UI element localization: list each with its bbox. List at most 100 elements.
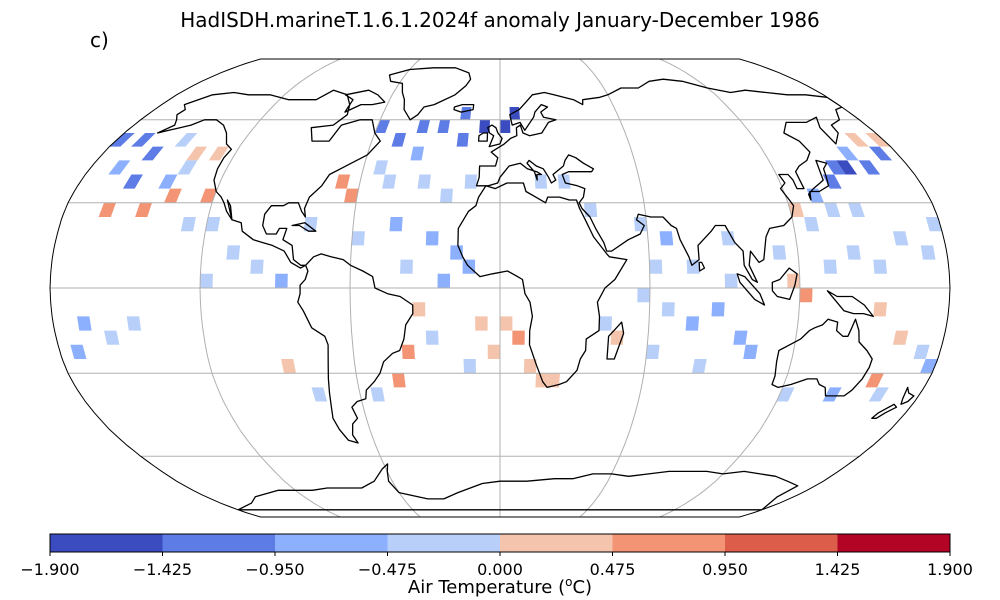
- map-title: HadISDH.marineT.1.6.1.2024f anomaly Janu…: [180, 8, 820, 32]
- anomaly-cell: [892, 330, 909, 345]
- anomaly-cell: [733, 330, 748, 345]
- map-outline: [49, 58, 951, 518]
- anomaly-cell: [873, 302, 887, 317]
- colorbar-tick-label: 0.000: [477, 560, 523, 579]
- coastline-uk: [487, 124, 503, 148]
- anomaly-cell: [637, 288, 650, 303]
- colorbar-segment: [500, 534, 613, 552]
- colorbar-tick-label: −0.950: [245, 560, 305, 579]
- anomaly-cell: [557, 174, 571, 189]
- anomaly-cell: [799, 288, 813, 303]
- anomaly-cell: [547, 373, 560, 388]
- anomaly-cell: [858, 160, 881, 175]
- anomaly-grid-cells: [70, 107, 942, 402]
- anomaly-cell: [374, 119, 391, 133]
- panel-label: c): [90, 28, 109, 52]
- anomaly-cell: [646, 344, 660, 359]
- anomaly-cell: [389, 217, 403, 232]
- anomaly-cell: [109, 133, 135, 147]
- anomaly-cell: [416, 119, 431, 133]
- anomaly-cell: [158, 174, 178, 189]
- anomaly-cell: [460, 107, 472, 120]
- coastline-greenland: [388, 67, 472, 121]
- anomaly-cell: [836, 146, 859, 161]
- anomaly-cell: [848, 202, 865, 217]
- coastline-madagascar: [606, 321, 625, 360]
- anomaly-cell: [685, 316, 700, 331]
- anomaly-cell: [70, 344, 87, 359]
- colorbar-label: Air Temperature (oC): [407, 575, 593, 598]
- coastline-sri-lanka: [698, 261, 706, 272]
- coastline-south-america: [297, 253, 414, 444]
- colorbar-segment: [387, 534, 501, 552]
- anomaly-cell: [846, 245, 861, 260]
- anomaly-cell: [456, 133, 469, 147]
- anomaly-cell: [425, 330, 439, 345]
- anomaly-cell: [370, 387, 385, 402]
- anomaly-cell: [392, 373, 406, 388]
- anomaly-cell: [400, 259, 413, 274]
- anomaly-cell: [98, 202, 116, 217]
- anomaly-cell: [512, 330, 525, 345]
- anomaly-cell: [873, 259, 887, 274]
- anomaly-cell: [659, 231, 674, 246]
- coastline-ireland: [477, 132, 489, 142]
- anomaly-cell: [822, 387, 842, 402]
- anomaly-cell: [186, 146, 208, 161]
- anomaly-cell: [382, 174, 397, 189]
- anomaly-cell: [126, 316, 142, 331]
- coastline-north-america: [156, 89, 381, 269]
- anomaly-cell: [865, 133, 891, 147]
- anomaly-cell: [335, 174, 351, 189]
- anomaly-cell: [401, 344, 415, 359]
- anomaly-cell: [692, 359, 707, 374]
- colorbar-tick-label: −1.425: [132, 560, 193, 579]
- anomaly-cell: [772, 245, 787, 260]
- coastline-new-zealand-s: [871, 403, 898, 419]
- anomaly-cell: [275, 273, 288, 288]
- coastline-japan: [807, 159, 830, 201]
- anomaly-cell: [724, 273, 738, 288]
- anomaly-cell: [77, 316, 92, 331]
- anomaly-cell: [479, 119, 490, 133]
- anomaly-cell: [141, 146, 164, 161]
- anomaly-cell: [836, 160, 858, 175]
- colorbar-segment: [50, 534, 163, 552]
- coastline-australia: [771, 318, 873, 397]
- colorbar-tick-label: 1.900: [927, 560, 973, 579]
- anomaly-cell: [437, 273, 451, 288]
- coastline-new-guinea: [826, 290, 874, 318]
- anomaly-cell: [844, 133, 869, 147]
- anomaly-cell: [440, 188, 453, 203]
- anomaly-cell: [824, 202, 841, 217]
- colorbar-tick-label: 0.950: [702, 560, 748, 579]
- coastline-borneo: [771, 267, 798, 301]
- colorbar-segment: [725, 534, 838, 552]
- colorbar-tick-label: 1.425: [814, 560, 861, 579]
- anomaly-cell: [475, 316, 488, 331]
- colorbar-tick-label: −0.475: [357, 560, 418, 579]
- coastline-new-zealand-n: [900, 386, 915, 405]
- anomaly-cell: [250, 259, 264, 274]
- anomaly-cell: [344, 188, 359, 203]
- coastline-africa: [457, 182, 628, 389]
- anomaly-cell: [892, 231, 909, 246]
- anomaly-cell: [822, 174, 842, 189]
- anomaly-cell: [174, 133, 198, 147]
- anomaly-cell: [686, 259, 700, 274]
- colorbar-segment: [275, 534, 388, 552]
- coastline-cuba: [291, 222, 317, 232]
- coastline-eurasia: [475, 78, 843, 283]
- anomaly-cell: [524, 359, 537, 374]
- anomaly-cell: [177, 160, 198, 175]
- anomaly-cell: [776, 387, 795, 402]
- coastlines: [156, 67, 915, 511]
- anomaly-cell: [920, 245, 936, 260]
- anomaly-cell: [599, 316, 612, 331]
- anomaly-cell: [412, 302, 426, 317]
- colorbar-segment: [162, 534, 276, 552]
- anomaly-cell: [437, 119, 451, 133]
- anomaly-cell: [200, 273, 213, 288]
- anomaly-cell: [281, 359, 296, 374]
